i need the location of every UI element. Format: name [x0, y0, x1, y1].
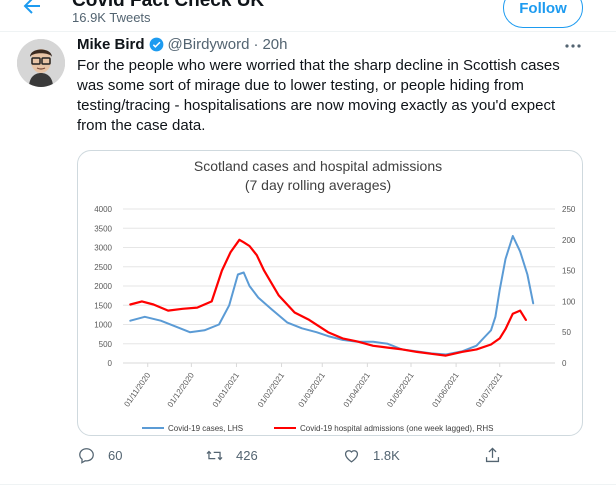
chart-image-card[interactable]: Scotland cases and hospital admissions (…	[77, 150, 583, 436]
like-count: 1.8K	[373, 448, 400, 463]
right-axis-ticks: 0 50 100 150 200 250	[562, 205, 576, 368]
author-name[interactable]: Mike Bird	[77, 36, 145, 53]
profile-name: Covid Fact Check UK	[72, 0, 265, 11]
author-handle[interactable]: @Birdyword	[167, 36, 250, 53]
retweet-button[interactable]: 426	[205, 446, 258, 465]
line-chart: Scotland cases and hospital admissions (…	[94, 158, 576, 433]
left-axis-tick-label: 2000	[94, 282, 112, 291]
tweet-text: For the people who were worried that the…	[77, 57, 560, 134]
legend-label: Covid-19 cases, LHS	[168, 424, 243, 433]
like-button[interactable]: 1.8K	[342, 446, 400, 465]
right-axis-tick-label: 150	[562, 267, 576, 276]
x-axis-tick-label: 01/05/2021	[385, 371, 416, 409]
retweet-count: 426	[236, 448, 258, 463]
avatar-caricature-image	[17, 39, 65, 87]
left-axis-tick-label: 2500	[94, 263, 112, 272]
chart-subtitle: (7 day rolling averages)	[245, 177, 391, 193]
share-icon	[485, 447, 500, 463]
tweet-time[interactable]: 20h	[262, 36, 288, 53]
x-axis-tick-label: 01/01/2021	[211, 371, 242, 409]
left-axis-ticks: 0 500 1000 1500 2000 2500 3000 3500 4000	[94, 205, 112, 368]
more-icon[interactable]	[563, 38, 583, 54]
left-axis-tick-label: 1500	[94, 301, 112, 310]
right-axis-tick-label: 50	[562, 328, 571, 337]
x-axis-tick-label: 01/07/2021	[474, 371, 505, 409]
header-divider	[0, 31, 616, 32]
avatar[interactable]	[17, 39, 65, 87]
tweet-actions: 60 426 1.8K	[0, 444, 616, 472]
reply-icon	[79, 448, 94, 464]
x-axis-tick-label: 01/06/2021	[430, 371, 461, 409]
chart-title: Scotland cases and hospital admissions	[194, 158, 442, 174]
legend-label: Covid-19 hospital admissions (one week l…	[300, 424, 493, 433]
x-axis-ticks: 01/11/2020 01/12/2020 01/01/2021 01/02/2021…	[122, 371, 504, 409]
x-axis-tick-label: 01/04/2021	[342, 371, 373, 409]
like-icon	[344, 450, 359, 463]
hospital-admissions-series-line	[129, 238, 527, 357]
left-axis-tick-label: 500	[99, 340, 113, 349]
cases-series-line	[129, 235, 535, 356]
verified-badge-icon	[149, 37, 163, 52]
bottom-divider	[0, 484, 616, 485]
left-axis-tick-label: 3500	[94, 224, 112, 233]
follow-button[interactable]: Follow	[503, 0, 583, 28]
chart-legend: Covid-19 cases, LHS Covid-19 hospital adm…	[142, 424, 493, 433]
profile-header: Covid Fact Check UK 16.9K Tweets Follow	[0, 0, 616, 30]
left-axis-tick-label: 3000	[94, 244, 112, 253]
right-axis-tick-label: 0	[562, 359, 567, 368]
right-axis-tick-label: 250	[562, 205, 576, 214]
x-axis-tick-label: 01/02/2021	[256, 371, 287, 409]
chart-gridlines	[123, 208, 555, 367]
reply-button[interactable]: 60	[77, 446, 122, 465]
left-axis-tick-label: 4000	[94, 205, 112, 214]
back-arrow-icon[interactable]	[20, 0, 44, 18]
left-axis-tick-label: 0	[108, 359, 113, 368]
right-axis-tick-label: 100	[562, 297, 576, 306]
left-axis-tick-label: 1000	[94, 321, 112, 330]
right-axis-tick-label: 200	[562, 236, 576, 245]
x-axis-tick-label: 01/03/2021	[297, 371, 328, 409]
reply-count: 60	[108, 448, 123, 463]
chart-series	[129, 235, 535, 357]
x-axis-tick-label: 01/11/2020	[122, 371, 152, 409]
meta-separator: ·	[253, 36, 259, 53]
retweet-icon	[206, 450, 223, 461]
x-axis-tick-label: 01/12/2020	[166, 371, 197, 409]
tweet-count: 16.9K Tweets	[72, 10, 151, 25]
share-button[interactable]	[483, 446, 514, 465]
tweet-header: Mike Bird @Birdyword · 20h	[77, 36, 287, 53]
